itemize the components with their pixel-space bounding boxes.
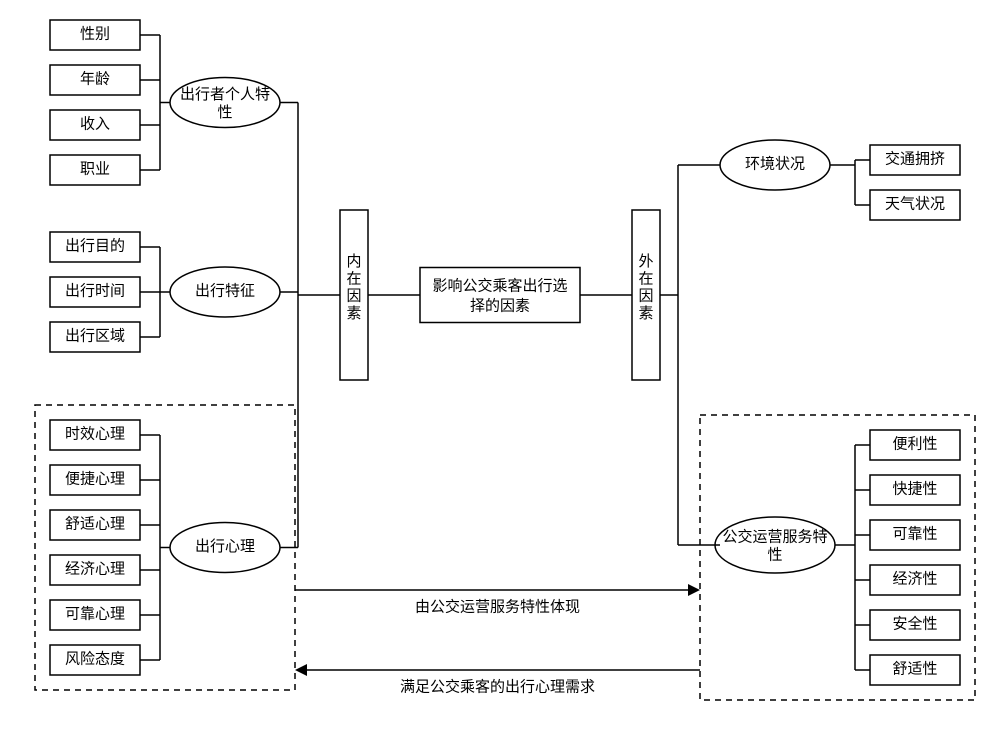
svg-text:公交运营服务特: 公交运营服务特 [722, 527, 827, 545]
svg-text:快捷性: 快捷性 [892, 480, 937, 497]
svg-text:收入: 收入 [80, 115, 110, 132]
svg-text:出行目的: 出行目的 [65, 237, 125, 254]
svg-text:性: 性 [767, 546, 782, 563]
svg-text:环境状况: 环境状况 [745, 154, 805, 172]
svg-text:交通拥挤: 交通拥挤 [885, 149, 945, 167]
svg-text:性: 性 [217, 104, 232, 121]
svg-text:影响公交乘客出行选: 影响公交乘客出行选 [432, 276, 567, 294]
svg-text:由公交运营服务特性体现: 由公交运营服务特性体现 [415, 597, 580, 615]
svg-text:天气状况: 天气状况 [885, 195, 945, 212]
diagram: 性别年龄收入职业出行目的出行时间出行区域时效心理便捷心理舒适心理经济心理可靠心理… [0, 0, 1000, 732]
svg-text:职业: 职业 [80, 160, 110, 177]
svg-text:出行特征: 出行特征 [195, 282, 255, 299]
svg-text:便利性: 便利性 [892, 435, 937, 452]
svg-text:出行心理: 出行心理 [195, 538, 255, 555]
svg-text:出行者个人特: 出行者个人特 [180, 86, 270, 103]
svg-text:便捷心理: 便捷心理 [65, 470, 125, 487]
svg-text:出行时间: 出行时间 [65, 282, 125, 299]
svg-text:时效心理: 时效心理 [65, 425, 125, 442]
svg-text:舒适性: 舒适性 [892, 660, 937, 677]
svg-text:性别: 性别 [80, 25, 110, 42]
svg-text:安全性: 安全性 [892, 614, 937, 632]
svg-text:择的因素: 择的因素 [470, 297, 530, 314]
svg-text:可靠性: 可靠性 [892, 525, 937, 542]
svg-text:经济性: 经济性 [892, 570, 937, 587]
svg-text:出行区域: 出行区域 [65, 327, 125, 344]
svg-text:舒适心理: 舒适心理 [65, 515, 125, 532]
svg-text:可靠心理: 可靠心理 [65, 605, 125, 622]
svg-text:经济心理: 经济心理 [65, 560, 125, 577]
svg-text:满足公交乘客的出行心理需求: 满足公交乘客的出行心理需求 [400, 677, 595, 695]
svg-text:风险态度: 风险态度 [65, 650, 125, 667]
svg-text:年龄: 年龄 [80, 70, 110, 87]
